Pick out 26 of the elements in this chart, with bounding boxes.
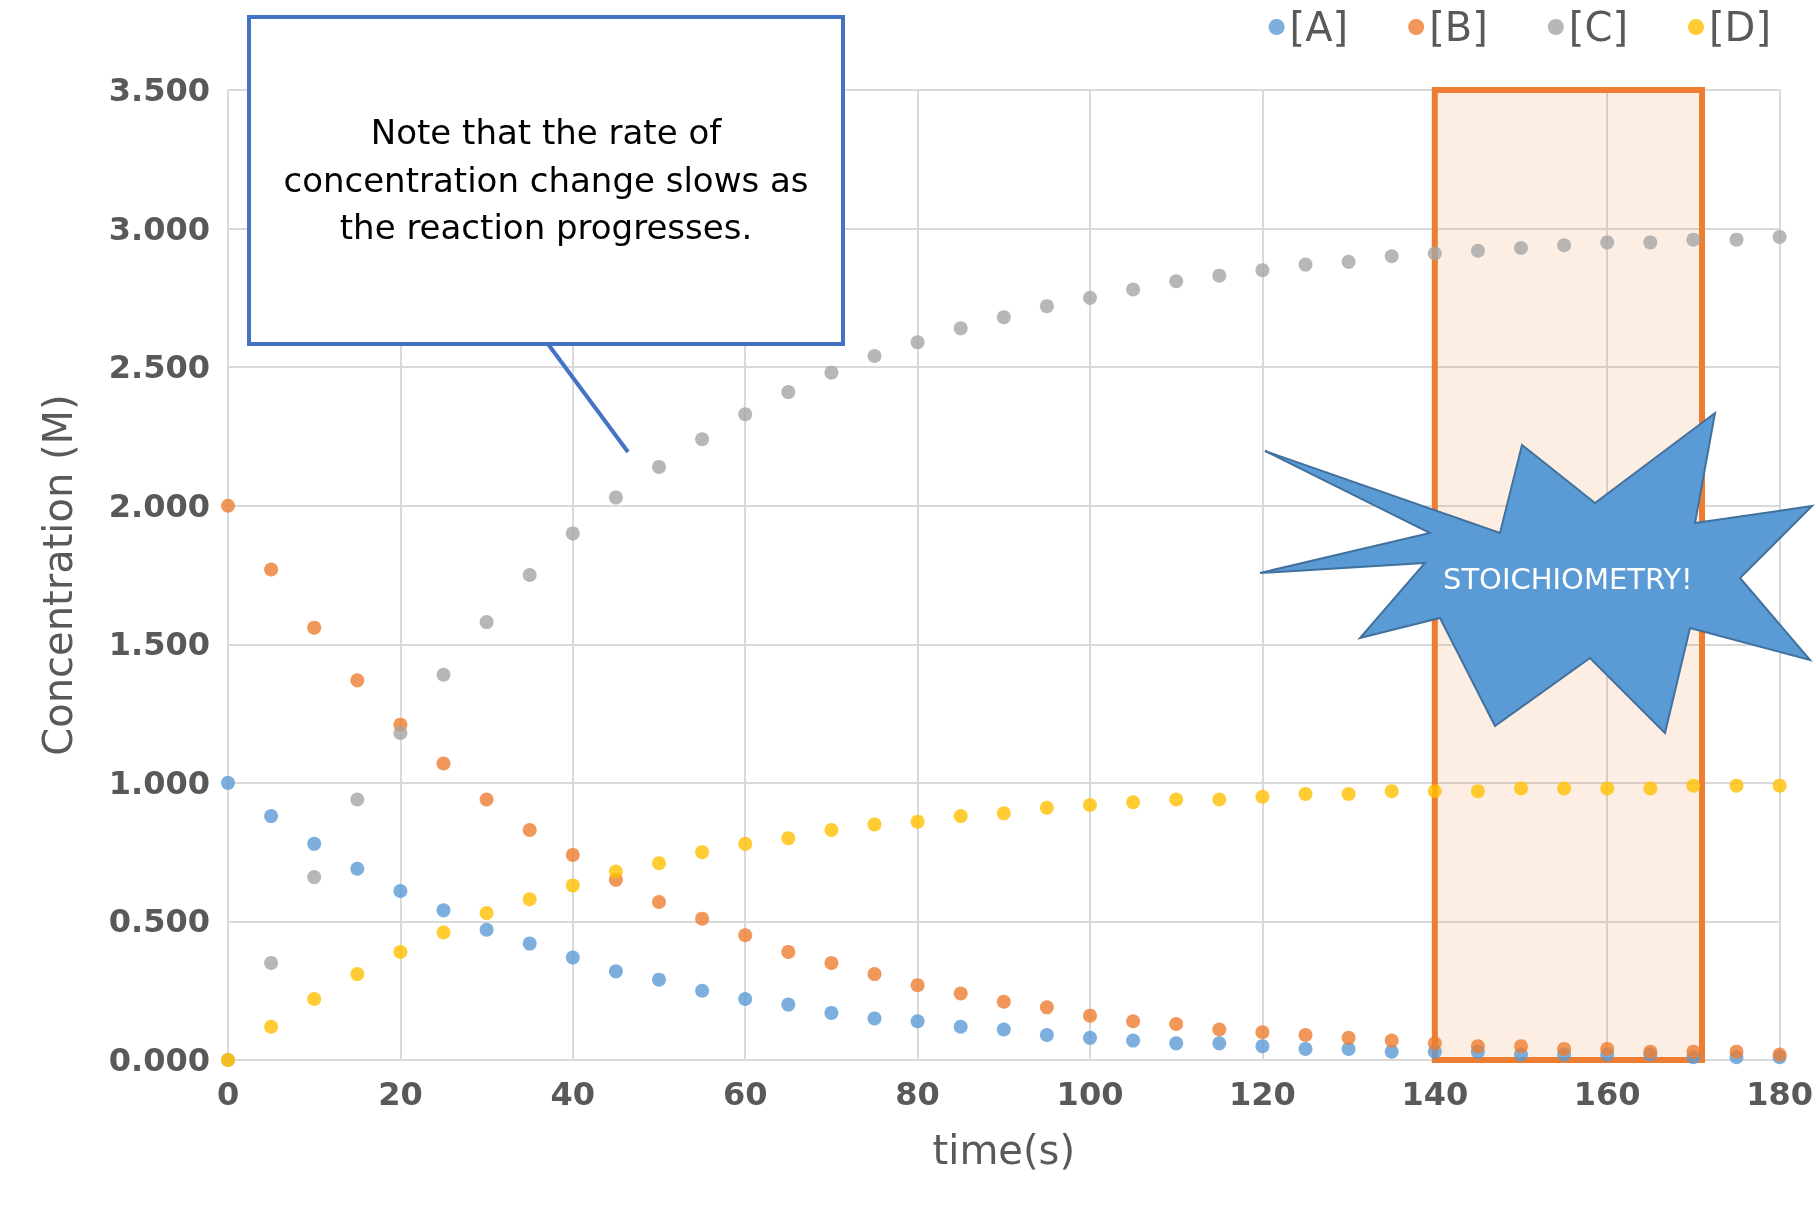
annotation: STOICHIOMETRY! — [1443, 562, 1693, 596]
y-tick-label: 3.000 — [108, 209, 210, 248]
y-tick-label: 3.500 — [108, 71, 210, 109]
legend-label: [B] — [1429, 4, 1488, 50]
x-axis-title: time(s) — [932, 1127, 1076, 1173]
x-tick-label: 180 — [1746, 1075, 1813, 1113]
y-tick-label: 0.500 — [108, 902, 210, 941]
annotation: Note that the rate of concentration change slows as the reaction progresses. — [249, 17, 843, 344]
x-tick-label: 40 — [550, 1075, 596, 1113]
y-tick-label: 2.000 — [108, 486, 210, 525]
x-tick-label: 120 — [1229, 1075, 1296, 1113]
x-tick-label: 0 — [216, 1075, 240, 1113]
x-tick-label: 160 — [1573, 1075, 1641, 1113]
legend-label: [A] — [1289, 4, 1349, 50]
legend-label: [C] — [1568, 4, 1628, 50]
y-tick-label: 1.000 — [108, 763, 210, 802]
legend-label: [D] — [1708, 4, 1771, 50]
x-tick-label: 20 — [378, 1075, 423, 1113]
y-tick-label: 1.500 — [108, 625, 210, 664]
x-tick-label: 80 — [895, 1075, 940, 1113]
x-tick-label: 140 — [1401, 1075, 1469, 1113]
y-axis-title: Concentration (M) — [35, 394, 81, 756]
x-tick-label: 100 — [1056, 1075, 1124, 1113]
x-tick-label: 60 — [722, 1075, 768, 1113]
y-tick-label: 2.500 — [108, 348, 210, 387]
y-tick-label: 0.000 — [108, 1041, 210, 1079]
